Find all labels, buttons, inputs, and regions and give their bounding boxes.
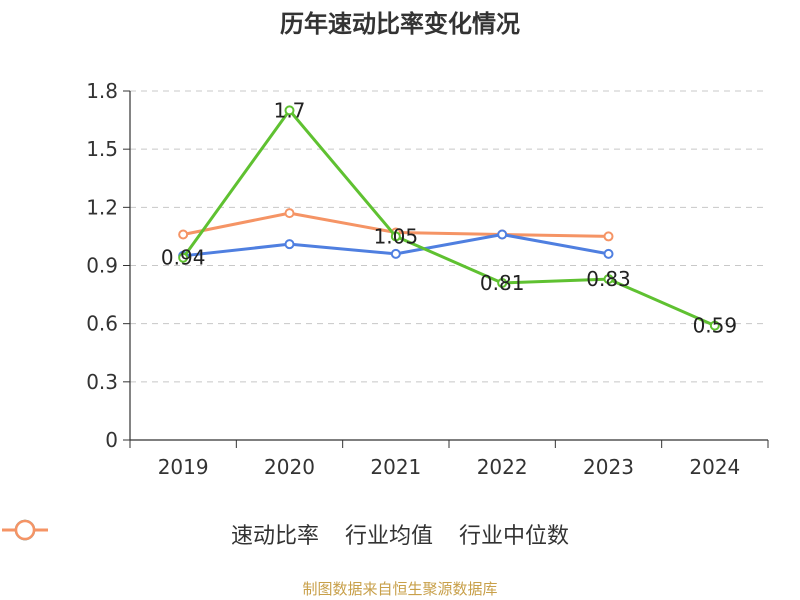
legend-label-industry-mean: 行业均值 xyxy=(344,524,433,549)
data-point-0[interactable] xyxy=(178,252,189,263)
source-note: 制图数据来自恒生聚源数据库 xyxy=(302,580,498,598)
data-label: 0.83 xyxy=(586,267,631,291)
data-label: 0.59 xyxy=(693,314,738,338)
series-line-0 xyxy=(181,108,716,327)
y-tick-label: 0.6 xyxy=(86,312,118,336)
legend-marker-industry-median xyxy=(2,519,48,541)
data-point-1[interactable] xyxy=(603,248,614,259)
y-tick-label: 0.9 xyxy=(86,254,118,278)
data-point-2[interactable] xyxy=(603,231,614,242)
data-point-1[interactable] xyxy=(284,239,295,250)
data-point-0[interactable] xyxy=(497,277,508,288)
x-tick-label: 2020 xyxy=(264,455,315,479)
y-tick-label: 1.8 xyxy=(86,79,118,103)
y-tick-label: 1.5 xyxy=(86,137,118,161)
data-label: 1.05 xyxy=(374,224,419,248)
x-tick-label: 2023 xyxy=(583,455,634,479)
y-tick-label: 0 xyxy=(105,428,118,452)
data-point-0[interactable] xyxy=(603,274,614,285)
data-point-0[interactable] xyxy=(284,105,295,116)
x-tick-label: 2019 xyxy=(158,455,209,479)
y-tick-label: 0.3 xyxy=(86,370,118,394)
legend-item-industry-mean[interactable]: 行业均值 xyxy=(2,518,433,550)
data-label: 0.81 xyxy=(480,271,525,295)
data-point-1[interactable] xyxy=(390,248,401,259)
legend-label-quick-ratio: 速动比率 xyxy=(230,524,319,549)
x-tick-label: 2021 xyxy=(370,455,421,479)
data-point-2[interactable] xyxy=(284,208,295,219)
data-point-1[interactable] xyxy=(497,229,508,240)
data-point-0[interactable] xyxy=(390,231,401,242)
data-point-2[interactable] xyxy=(178,229,189,240)
data-point-0[interactable] xyxy=(709,320,720,331)
x-tick-label: 2022 xyxy=(477,455,528,479)
legend-item-industry-median[interactable]: 行业中位数 xyxy=(2,518,570,550)
legend-label-industry-median: 行业中位数 xyxy=(459,524,570,549)
legend-item-quick-ratio[interactable]: 速动比率 xyxy=(2,518,319,550)
chart-title: 历年速动比率变化情况 xyxy=(280,10,520,38)
data-label: 0.94 xyxy=(161,246,206,270)
y-tick-label: 1.2 xyxy=(86,195,118,219)
legend: 速动比率 行业均值 行业中位数 xyxy=(0,518,800,550)
x-tick-label: 2024 xyxy=(689,455,740,479)
data-label: 1.7 xyxy=(274,98,306,122)
